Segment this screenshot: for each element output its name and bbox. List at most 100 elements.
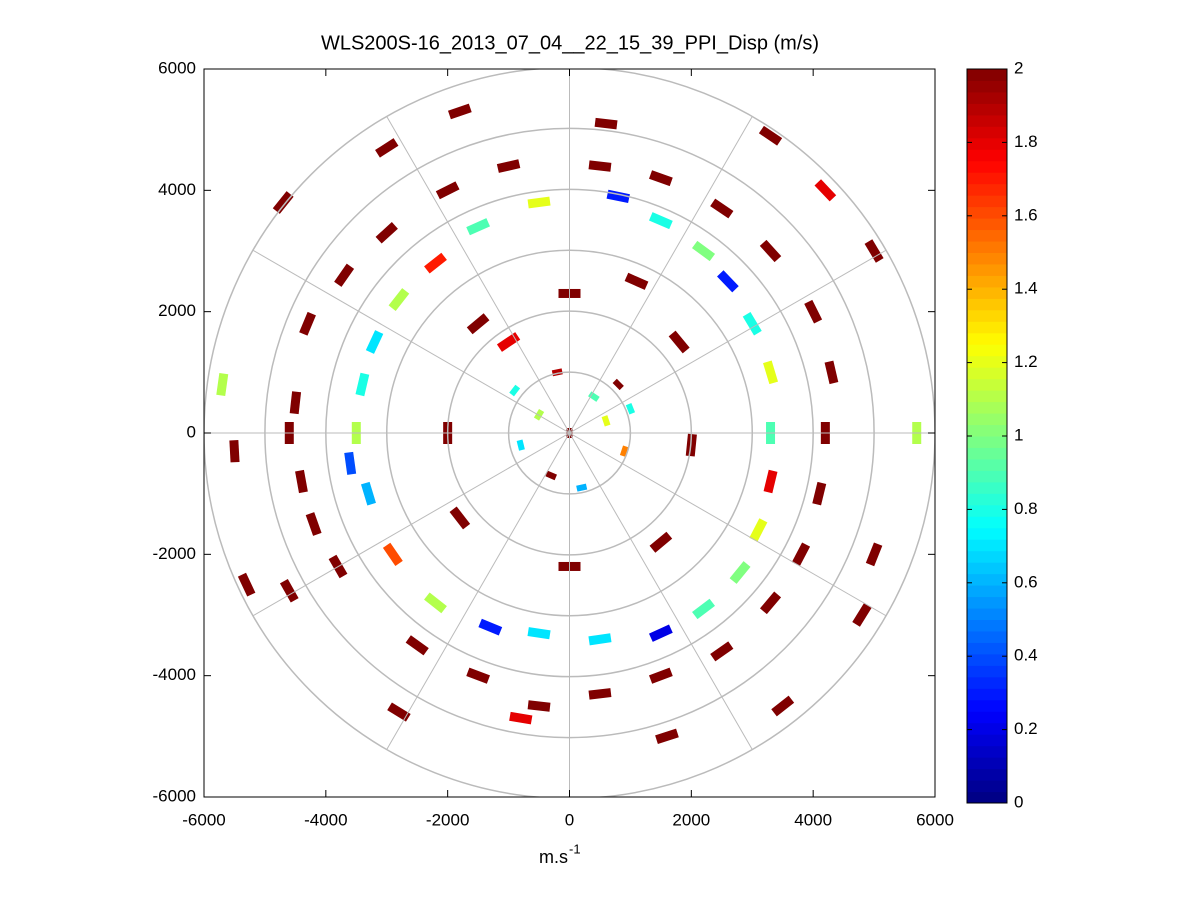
polar-spoke bbox=[252, 432, 570, 617]
data-cell bbox=[729, 561, 751, 584]
colorbar-swatch bbox=[967, 665, 1007, 678]
data-cell bbox=[655, 728, 679, 744]
data-cell bbox=[649, 531, 673, 553]
data-cell bbox=[272, 191, 294, 214]
data-cell bbox=[710, 641, 734, 662]
polar-spoke bbox=[569, 116, 753, 434]
colorbar-swatch bbox=[967, 780, 1007, 793]
colorbar-swatch bbox=[967, 573, 1007, 586]
colorbar-swatch bbox=[967, 596, 1007, 609]
colorbar-swatch bbox=[967, 160, 1007, 173]
colorbar-swatch bbox=[967, 137, 1007, 150]
data-cell bbox=[771, 695, 795, 717]
data-cell bbox=[648, 624, 673, 642]
colorbar-swatch bbox=[967, 470, 1007, 483]
data-cell bbox=[763, 469, 778, 494]
colorbar-swatch bbox=[967, 642, 1007, 655]
data-cell bbox=[692, 598, 715, 620]
polar-spoke bbox=[569, 249, 887, 434]
colorbar-swatch bbox=[967, 504, 1007, 517]
colorbar-swatch bbox=[967, 195, 1007, 208]
colorbar-swatch bbox=[967, 172, 1007, 185]
data-cell bbox=[387, 702, 411, 722]
data-cell bbox=[527, 627, 551, 640]
colorbar-tick-label: 1.8 bbox=[1014, 132, 1038, 151]
colorbar-swatch bbox=[967, 699, 1007, 712]
data-cell bbox=[466, 667, 491, 684]
x-tick-label: -2000 bbox=[426, 810, 469, 829]
data-cell bbox=[279, 578, 299, 603]
data-cell bbox=[648, 212, 673, 230]
colorbar-swatch bbox=[967, 275, 1007, 288]
data-cell bbox=[759, 591, 782, 615]
data-cell bbox=[435, 181, 460, 200]
y-tick-label: -4000 bbox=[153, 665, 196, 684]
x-tick-label: 2000 bbox=[672, 810, 710, 829]
colorbar-tick-label: 0.2 bbox=[1014, 719, 1038, 738]
data-cell bbox=[601, 415, 611, 427]
colorbar-swatch bbox=[967, 734, 1007, 747]
colorbar-tick-label: 1 bbox=[1014, 425, 1023, 444]
data-cell bbox=[742, 312, 762, 336]
colorbar-swatch bbox=[967, 69, 1007, 81]
colorbar-swatch bbox=[967, 229, 1007, 242]
data-cell bbox=[216, 372, 229, 396]
data-cell bbox=[649, 170, 673, 187]
data-cell bbox=[588, 633, 612, 646]
x-axis-label: m.s bbox=[539, 847, 568, 867]
colorbar-swatch bbox=[967, 80, 1007, 93]
data-cell bbox=[509, 384, 521, 397]
data-cell bbox=[624, 272, 649, 290]
data-cell bbox=[749, 518, 768, 542]
polar-spoke bbox=[569, 432, 887, 617]
colorbar-tick-label: 1.6 bbox=[1014, 205, 1038, 224]
colorbar-swatch bbox=[967, 206, 1007, 219]
data-cell bbox=[594, 117, 618, 130]
data-cell bbox=[758, 125, 783, 146]
colorbar-tick-label: 0 bbox=[1014, 792, 1023, 811]
colorbar-tick-label: 0.4 bbox=[1014, 646, 1038, 665]
data-cell bbox=[852, 603, 872, 627]
y-tick-label: 4000 bbox=[158, 180, 196, 199]
colorbar-swatch bbox=[967, 619, 1007, 632]
data-cell bbox=[648, 667, 673, 684]
colorbar-swatch bbox=[967, 344, 1007, 357]
data-cell bbox=[576, 483, 588, 492]
colorbar-swatch bbox=[967, 91, 1007, 104]
colorbar-swatch bbox=[967, 149, 1007, 162]
colorbar-swatch bbox=[967, 493, 1007, 506]
x-tick-label: 0 bbox=[565, 810, 574, 829]
colorbar-swatch bbox=[967, 585, 1007, 598]
data-cell bbox=[588, 688, 612, 700]
colorbar-swatch bbox=[967, 447, 1007, 460]
data-cell bbox=[527, 196, 551, 209]
colorbar-swatch bbox=[967, 527, 1007, 540]
data-cell bbox=[405, 635, 429, 656]
polar-spoke bbox=[252, 249, 570, 434]
colorbar-swatch bbox=[967, 688, 1007, 701]
data-cell bbox=[710, 198, 734, 219]
colorbar-tick-label: 1.4 bbox=[1014, 279, 1038, 298]
colorbar-swatch bbox=[967, 114, 1007, 127]
colorbar-tick-label: 1.2 bbox=[1014, 352, 1038, 371]
chart-title: WLS200S-16_2013_07_04__22_15_39_PPI_Disp… bbox=[321, 32, 819, 54]
data-cell bbox=[375, 138, 399, 158]
colorbar-swatch bbox=[967, 401, 1007, 414]
x-tick-label: -4000 bbox=[304, 810, 347, 829]
data-cell bbox=[545, 470, 558, 481]
colorbar-swatch bbox=[967, 355, 1007, 368]
data-cell bbox=[804, 299, 823, 324]
colorbar-swatch bbox=[967, 252, 1007, 265]
data-cell bbox=[864, 239, 884, 263]
data-cell bbox=[375, 222, 398, 244]
colorbar-swatch bbox=[967, 241, 1007, 253]
data-cell bbox=[334, 263, 355, 287]
data-cell bbox=[295, 469, 308, 494]
plot-area bbox=[204, 69, 935, 797]
colorbar-swatch bbox=[967, 309, 1007, 322]
data-cell bbox=[289, 391, 302, 415]
data-cell bbox=[527, 700, 551, 712]
polar-spoke bbox=[386, 432, 570, 750]
data-cell bbox=[791, 542, 811, 567]
colorbar-swatch bbox=[967, 286, 1007, 299]
